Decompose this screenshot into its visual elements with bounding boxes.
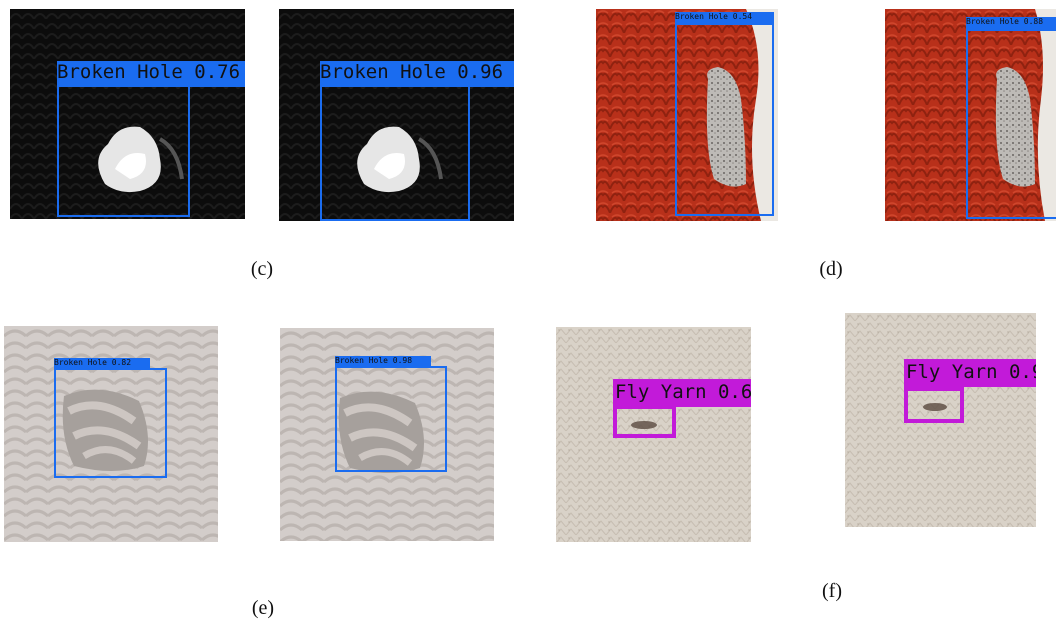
- detection-box: [966, 29, 1056, 219]
- red-knit-fabric-image: [596, 9, 778, 221]
- detection-box: [320, 83, 470, 221]
- detection-label: Broken Hole 0.88: [966, 17, 1056, 30]
- detection-box: [57, 83, 190, 217]
- panel-d-right: Broken Hole 0.88: [885, 9, 1056, 221]
- caption-f: (f): [822, 580, 842, 602]
- red-knit-fabric-image: [885, 9, 1056, 221]
- panel-e-left: Broken Hole 0.82: [4, 326, 218, 542]
- black-knit-fabric-image: [10, 9, 245, 219]
- caption-d: (d): [819, 258, 843, 280]
- detection-box: [675, 23, 774, 216]
- panel-f-left: Fly Yarn 0.6: [556, 327, 751, 542]
- panel-d-left: Broken Hole 0.54: [596, 9, 778, 221]
- black-knit-fabric-image: [279, 9, 514, 221]
- detection-label: Fly Yarn 0.9: [904, 359, 1036, 387]
- detection-label: Broken Hole 0.82: [54, 358, 150, 370]
- panel-c-left: Broken Hole 0.76: [10, 9, 245, 219]
- panel-f-right: Fly Yarn 0.9: [845, 313, 1036, 527]
- grey-knit-fabric-image: [4, 326, 218, 542]
- detection-label: Fly Yarn 0.6: [613, 379, 751, 407]
- detection-box: [335, 366, 447, 472]
- detection-box: [54, 368, 167, 478]
- detection-box: [613, 405, 676, 438]
- detection-label: Broken Hole 0.96: [320, 61, 514, 87]
- caption-e: (e): [251, 597, 275, 619]
- detection-label: Broken Hole 0.98: [335, 356, 431, 368]
- panel-e-right: Broken Hole 0.98: [280, 328, 494, 541]
- detection-box: [904, 387, 964, 423]
- detection-label: Broken Hole 0.76: [57, 61, 245, 87]
- caption-c: (c): [250, 258, 274, 280]
- detection-label: Broken Hole 0.54: [675, 12, 774, 25]
- panel-c-right: Broken Hole 0.96: [279, 9, 514, 221]
